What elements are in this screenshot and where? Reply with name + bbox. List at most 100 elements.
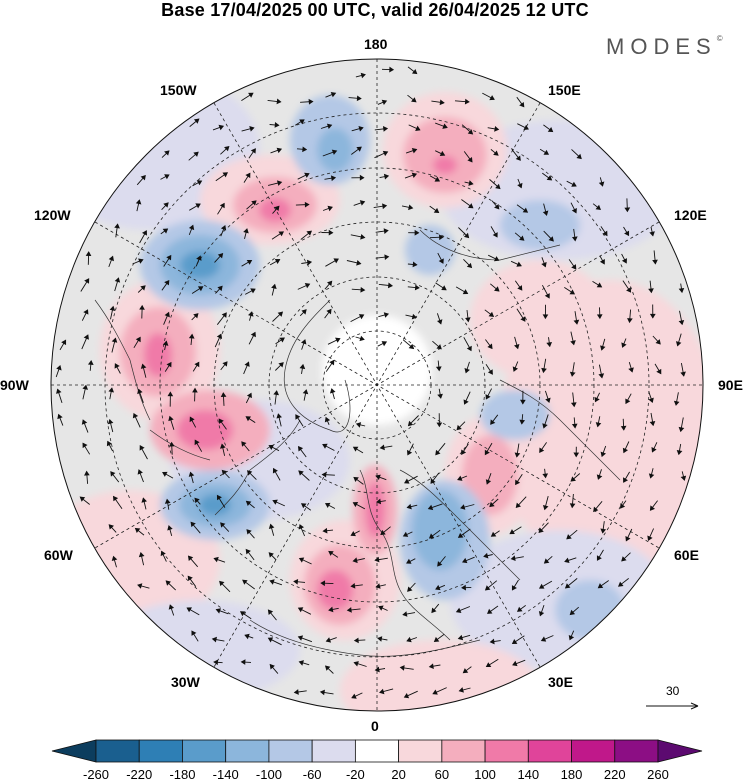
wind-vector-head (304, 201, 310, 208)
colorbar-swatch (398, 739, 443, 763)
wind-vector-head (251, 200, 257, 206)
wind-vector-head (167, 525, 173, 531)
wind-vector-head (300, 339, 307, 345)
lon-label-90e: 90E (718, 377, 743, 393)
wind-vector-head (542, 314, 549, 320)
wind-vector-head (276, 180, 283, 186)
wind-vector-head (139, 304, 145, 310)
wind-vector-head (464, 98, 470, 105)
colorbar-swatch (354, 739, 400, 763)
wind-vector-head (359, 200, 366, 206)
wind-vector-head (162, 228, 169, 234)
wind-vector-head (353, 661, 359, 667)
colorbar-tick-label: 20 (391, 767, 406, 782)
wind-vector-head (56, 388, 62, 394)
colorbar-swatch (311, 739, 356, 763)
wind-vector-head (319, 689, 325, 696)
wind-vector-head (437, 561, 443, 567)
wind-vector-head (538, 610, 545, 617)
arrow-right-icon (690, 702, 699, 710)
wind-vector-head (192, 387, 198, 393)
wind-vector-head (164, 280, 170, 286)
wind-vector-head (141, 497, 147, 503)
wind-vector-head (333, 258, 339, 264)
wind-vector-head (360, 234, 366, 240)
wind-vector-head (81, 419, 88, 425)
wind-vector-head (293, 578, 299, 585)
wind-vector-head (111, 555, 118, 562)
wind-vector-head (166, 361, 172, 368)
wind-vector-head (427, 504, 434, 511)
wind-vector-head (109, 305, 116, 312)
wind-vector-head (218, 124, 225, 131)
wind-vector-head (414, 229, 420, 236)
wind-vector-head (407, 420, 414, 427)
wind-vector-head (457, 475, 463, 481)
wind-vector-head (467, 156, 473, 163)
wind-vector-head (240, 659, 246, 665)
wind-vector-head (166, 254, 172, 261)
wind-vector-head (648, 288, 654, 294)
brand-mark: © (716, 34, 723, 43)
wind-vector-head (134, 527, 141, 533)
wind-vector-head (328, 550, 334, 556)
wind-vector-head (297, 635, 304, 641)
wind-vector-head (466, 345, 472, 352)
wind-vector-head (381, 341, 388, 347)
wind-vector-head (328, 606, 334, 613)
colorbar-swatch (268, 739, 313, 763)
wind-vector-head (382, 203, 388, 210)
wind-vector-head (220, 224, 227, 231)
wind-vector-head (489, 638, 495, 645)
wind-vector-head (108, 255, 114, 262)
wind-vector-head (411, 172, 418, 179)
wind-vector-head (597, 583, 604, 589)
colorbar (51, 739, 703, 763)
wind-vector-head (487, 343, 493, 350)
wind-vector-head (384, 254, 390, 261)
wind-vector-head (494, 126, 500, 132)
wind-vector-head (353, 637, 359, 644)
wind-vector-head (489, 95, 495, 101)
wind-vector-head (516, 261, 522, 267)
wind-vector-head (213, 659, 219, 666)
colorbar-tick-label: -100 (255, 767, 282, 782)
wind-vector-head (468, 180, 474, 186)
wind-vector-head (487, 369, 493, 375)
wind-vector-head (197, 286, 204, 292)
wind-vector-head (353, 476, 359, 483)
wind-vector-head (112, 495, 119, 502)
wind-vector-head (411, 313, 418, 320)
wind-vector-head (300, 503, 307, 509)
wind-vector-head (627, 318, 633, 324)
wind-vector-head (248, 311, 254, 317)
wind-vector-head (304, 172, 310, 178)
wind-vector-head (656, 368, 662, 375)
wind-vector-head (490, 419, 496, 425)
wind-vector-head (268, 444, 274, 451)
wind-vector-head (651, 447, 657, 453)
wind-vector-head (594, 396, 600, 403)
wind-vector-head (407, 586, 413, 592)
wind-vector-head (108, 524, 115, 530)
wind-vector-head (219, 580, 225, 587)
wind-vector-head (356, 95, 362, 102)
colorbar-tick-label: 100 (474, 767, 496, 782)
wind-vector-head (621, 258, 627, 264)
wind-vector-head (135, 336, 141, 343)
wind-vector-head (621, 342, 627, 348)
wind-vector-head (617, 581, 624, 587)
colorbar-tick-label: -180 (169, 767, 196, 782)
wind-vector-head (306, 230, 312, 236)
wind-vector-head (382, 126, 389, 132)
wind-vector-head (493, 256, 500, 262)
wind-vector-head (381, 99, 388, 105)
map-boundary (50, 58, 704, 712)
wind-vector-head (358, 125, 364, 132)
wind-vector-head (278, 362, 284, 368)
wind-vector-head (375, 474, 381, 480)
wind-vector-head (680, 475, 687, 481)
wind-vector-head (267, 609, 274, 615)
wind-vector-head (493, 150, 499, 156)
wind-vector-head (622, 447, 629, 454)
